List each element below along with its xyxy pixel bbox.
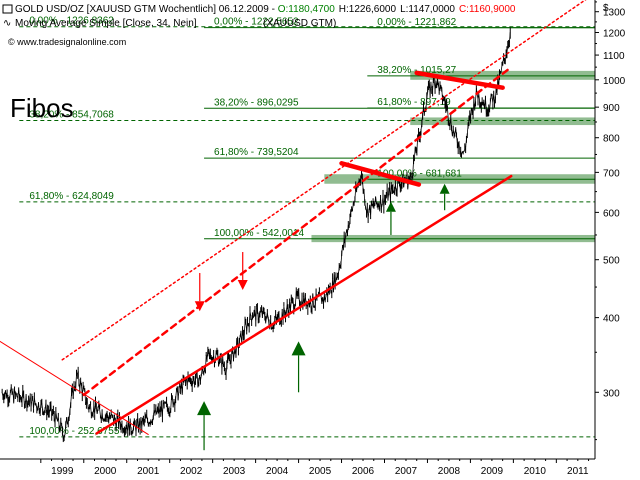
series-marker-icon [2,4,13,14]
header-high: H:1226,6000 [339,4,397,15]
fib-level-label-2: 61,80% - 624,8049 [29,191,114,202]
arrow-down-4 [194,273,205,312]
arrow-head [385,201,396,212]
x-tick-label: 2009 [481,466,504,477]
x-tick-label: 2008 [438,466,461,477]
arrow-head [197,401,212,416]
arrow-up-3 [439,183,450,211]
header-prefix: GOLD USD/OZ [XAUUSD GTM Wochentlich] 06.… [15,4,278,15]
fib-level-label-3: 100,00% - 252,6755 [29,426,120,437]
x-tick-label: 2005 [309,466,332,477]
x-tick-label: 2010 [524,466,547,477]
signal-arrows [194,183,450,451]
y-tick-label: 1300 [603,8,626,19]
trend-line-channel-mid [82,65,513,397]
y-tick-label: 1000 [603,76,626,87]
y-axis: 300 400 500 600 700 800 900 1000 1100 1200 1300 [595,1,626,441]
header-line-1: GOLD USD/OZ [XAUUSD GTM Wochentlich] 06.… [15,4,516,15]
fib-level-label-11: 100,00% - 681,681 [377,168,462,179]
y-tick-label: 500 [603,256,620,267]
header-low: L:1147,0000 [400,4,455,15]
trend-line-resist-2008 [414,70,505,90]
x-tick-label: 1999 [51,466,74,477]
x-tick-label: 2007 [395,466,418,477]
x-tick-label: 2003 [223,466,246,477]
arrow-down-5 [237,252,248,290]
y-tick-label: 900 [603,103,620,114]
arrow-up-1 [291,341,306,393]
arrow-up-0 [197,401,212,451]
fib-level-label-7: 100,00% - 542,0014 [214,228,305,239]
fib-level-label-6: 61,80% - 739,5204 [214,147,299,158]
trend-lines [0,0,587,435]
watermark: © www.tradesignalonline.com [8,37,126,47]
arrow-up-2 [385,201,396,235]
x-tick-label: 2000 [94,466,117,477]
fib-band-1 [410,117,595,126]
x-tick-label: 2011 [567,466,589,477]
arrow-head [237,279,248,290]
fib-level-label-5: 38,20% - 896,0295 [214,97,299,108]
y-tick-label: 600 [603,208,620,219]
fib-level-label-0: 0,00% - 1226,8362 [29,16,114,27]
x-tick-label: 2001 [137,466,160,477]
fib-level-label-10: 61,80% - 897,19 [377,97,451,108]
fib-levels: 0,00% - 1226,8362 38,20% - 854,7068 61,80%… [19,16,595,438]
price-series [1,27,511,443]
header-open: O:1180,4700 [278,4,336,15]
fib-level-label-9: 38,20% - 1015,27 [377,65,456,76]
x-tick-label: 2002 [180,466,203,477]
trend-line-support [95,174,513,435]
x-tick-label: 2004 [266,466,289,477]
fib-band-0 [410,70,595,80]
fib-level-label-1: 38,20% - 854,7068 [29,110,114,121]
y-tick-label: 800 [603,134,620,145]
y-tick-label: 300 [603,388,620,399]
trend-line-channel-top [61,0,587,361]
fib-level-label-4: 0,00% - 1222,5652 [214,17,299,28]
arrow-head [291,341,306,356]
trend-line-resist-2006 [339,161,422,187]
currency-label: $ [603,3,609,14]
arrow-head [194,301,205,312]
y-tick-label: 400 [603,314,620,325]
arrow-head [439,183,450,194]
fib-level-label-8: 0,00% - 1221,862 [377,17,456,28]
header-line-2: Moving Average Simple [Close, 34, Nein] [15,18,197,29]
header-close: C:1160,9000 [459,4,516,15]
y-tick-label: 700 [603,168,620,179]
y-tick-label: 1100 [603,51,625,62]
header-line-2-symbol: (XAUUSD GTM) [263,18,336,29]
x-axis: 1999 2000 2001 2002 2003 2004 2005 2006 2007 2008… [40,459,590,477]
trend-line-early-down [0,340,149,435]
chart-header: GOLD USD/OZ [XAUUSD GTM Wochentlich] 06.… [2,3,609,29]
moving-average-icon: ∿ [3,18,11,29]
fibos-annotation: Fibos [10,93,74,123]
y-tick-label: 1200 [603,28,626,39]
x-tick-label: 2006 [352,466,375,477]
